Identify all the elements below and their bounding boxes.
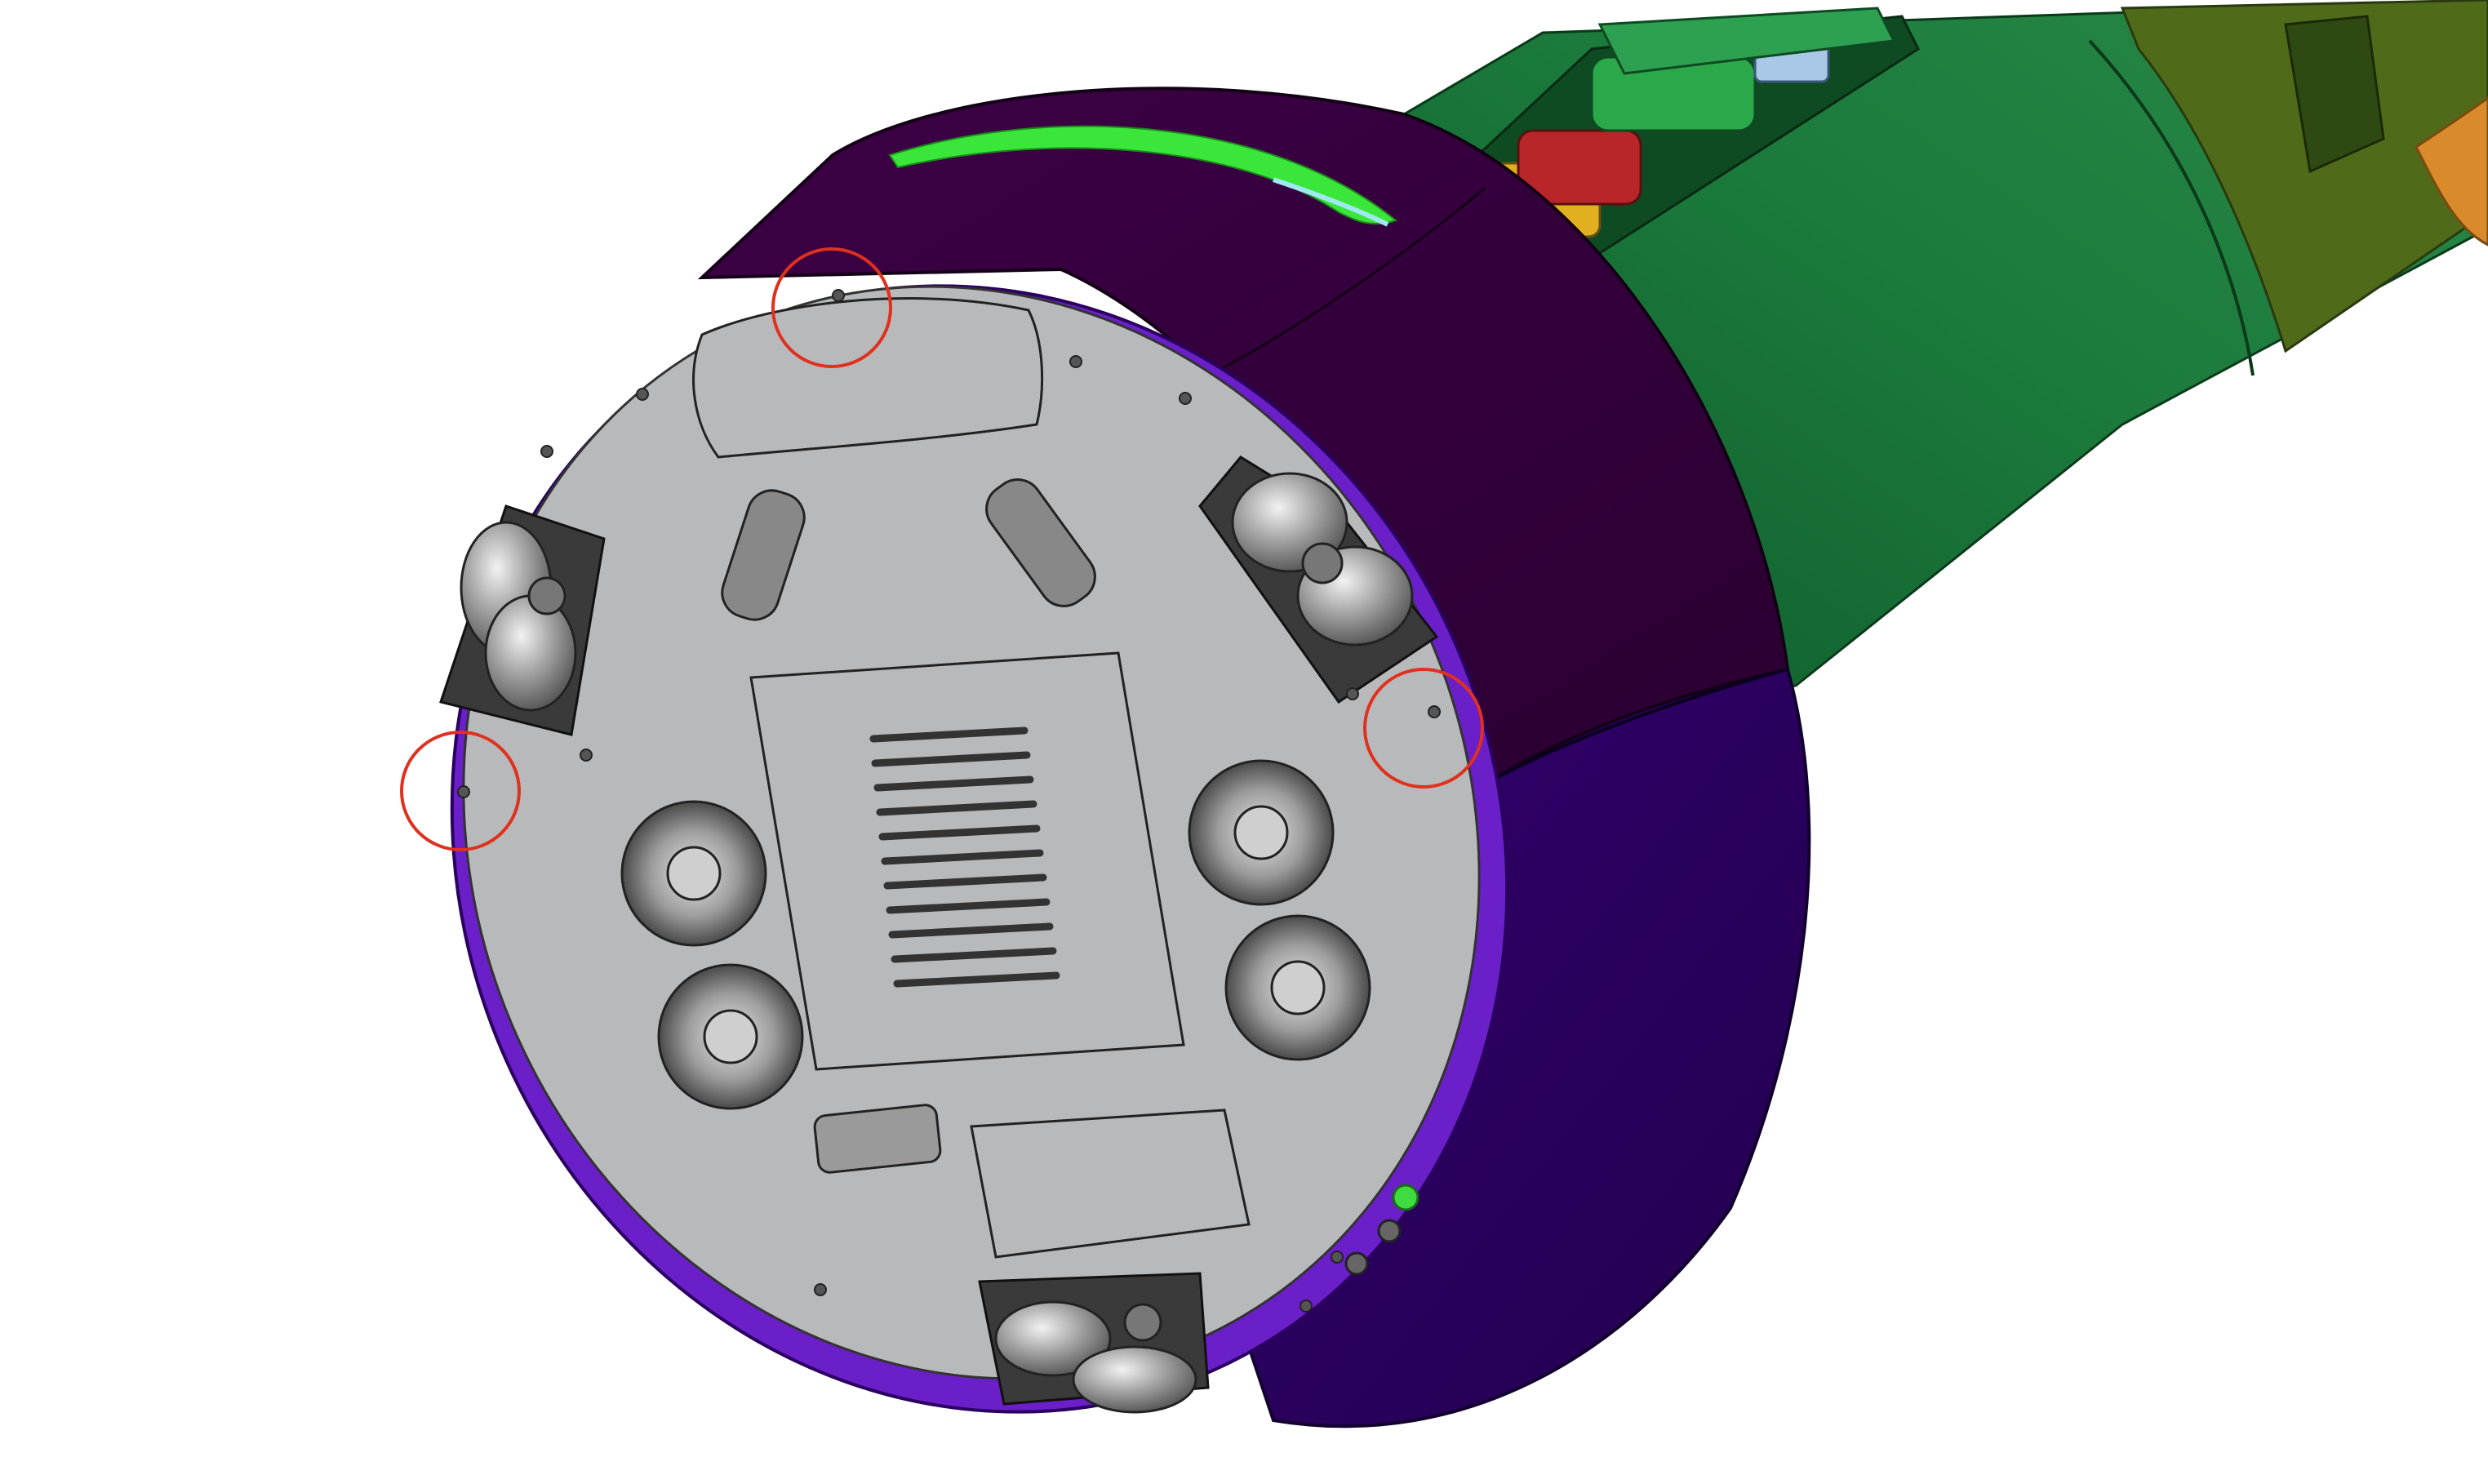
- column-vent-slots: [2284, 15, 2385, 174]
- mounting-screw: [540, 445, 553, 458]
- cooling-fan-4: [1224, 914, 1371, 1061]
- drive-wheel-right-hub: [1301, 542, 1344, 584]
- mounting-screw: [580, 749, 593, 762]
- mounting-screw: [636, 388, 649, 401]
- handle-slot-right: [985, 478, 1096, 607]
- cooling-fan-4-hub: [1270, 960, 1326, 1015]
- column-seam: [2088, 39, 2255, 376]
- vent-slot-6: [881, 849, 1044, 865]
- mounting-screws: [457, 289, 1441, 1313]
- internal-top-rail: [1597, 7, 1896, 75]
- handle-slot-left: [721, 489, 806, 621]
- status-led: [1392, 1184, 1419, 1211]
- highlight-circle-top-screw: [771, 247, 892, 368]
- internal-red-part: [1517, 129, 1642, 206]
- vent-slot-3: [873, 775, 1034, 792]
- shell-seam-vertical: [1207, 186, 1486, 377]
- drive-wheel-bottom-roller-2: [1072, 1345, 1197, 1414]
- control-button-2: [1344, 1251, 1369, 1276]
- vent-slot-5: [878, 824, 1041, 841]
- highlight-circle-right-screw: [1363, 668, 1484, 789]
- mounting-screw: [1300, 1300, 1313, 1313]
- sensor-slot-bottom: [813, 1104, 942, 1174]
- drive-wheel-left-roller-2: [484, 594, 577, 712]
- mounting-screw: [1346, 687, 1359, 700]
- drive-wheel-left-hub: [527, 576, 566, 615]
- highlight-markers: [400, 247, 1484, 851]
- mounting-screw: [1179, 392, 1192, 405]
- column-olive-band: [2120, 0, 2488, 353]
- vent-slot-11: [893, 971, 1060, 988]
- drive-wheel-bottom: [994, 1300, 1197, 1414]
- vent-slot-4: [876, 800, 1037, 816]
- mounting-screw: [814, 1283, 827, 1296]
- vent-slot-9: [888, 922, 1054, 939]
- mounting-screw: [457, 785, 470, 798]
- drive-wheel-bottom-roller-1: [994, 1300, 1112, 1377]
- cooling-fan-3: [1188, 759, 1335, 906]
- cooling-fan-1-hub: [666, 846, 722, 901]
- mounting-screw: [1331, 1251, 1344, 1264]
- led-light-strip: [888, 125, 1398, 225]
- highlight-circle-left-screw: [400, 731, 521, 851]
- vent-slot-10: [891, 947, 1057, 963]
- vent-slot-7: [883, 873, 1047, 890]
- mounting-screw: [1428, 705, 1441, 718]
- drive-wheel-right: [1231, 472, 1414, 646]
- mounting-screw: [1069, 355, 1082, 368]
- mounting-screw: [832, 289, 845, 302]
- cooling-fan-3-hub: [1233, 805, 1289, 860]
- cooling-fan-2-hub: [703, 1009, 758, 1064]
- vent-slot-2: [871, 751, 1031, 767]
- vent-grille-panel: [749, 651, 1185, 1071]
- led-light-strip-glow: [1273, 177, 1389, 227]
- vent-slot-8: [886, 898, 1051, 914]
- access-cover-bottom: [970, 1109, 1251, 1259]
- control-button-1: [1377, 1219, 1402, 1243]
- cooling-fan-2: [657, 963, 804, 1110]
- vent-slots: [869, 726, 1060, 988]
- drive-wheel-bottom-hub: [1123, 1303, 1162, 1342]
- vent-slot-1: [869, 726, 1029, 743]
- drive-wheel-left: [460, 521, 577, 712]
- shell-seam-horizontal: [1485, 668, 1788, 785]
- cooling-fan-1: [620, 800, 767, 947]
